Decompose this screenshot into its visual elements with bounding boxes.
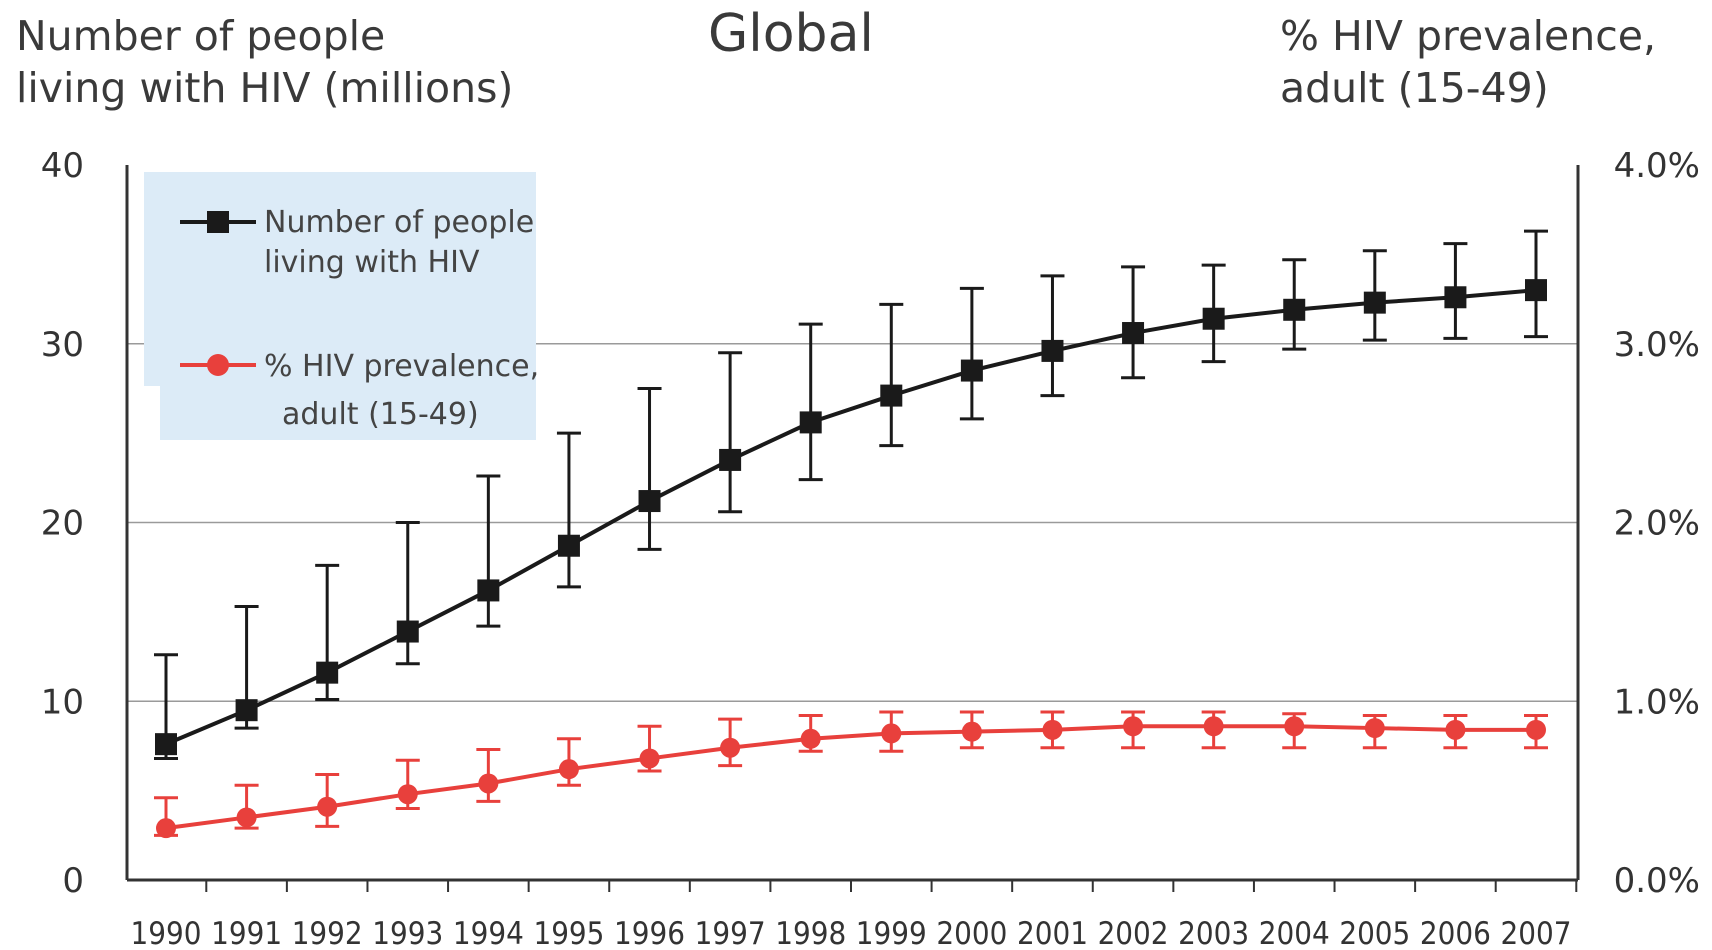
series-line bbox=[165, 288, 1537, 746]
series-hiv-prevalence bbox=[154, 710, 1548, 839]
data-point-square bbox=[1283, 298, 1306, 321]
legend-number-label-line2: living with HIV bbox=[264, 245, 480, 280]
x-tick-label: 1991 bbox=[211, 916, 282, 950]
right-tick-label: 3.0% bbox=[1614, 325, 1700, 365]
axes bbox=[125, 165, 1580, 892]
series-layer bbox=[154, 229, 1548, 839]
data-point-circle bbox=[881, 723, 902, 744]
x-tick-label: 1999 bbox=[856, 916, 927, 950]
data-point-square bbox=[638, 490, 661, 513]
data-point-square bbox=[235, 699, 258, 722]
left-tick-label: 40 bbox=[41, 146, 84, 186]
x-tick-label: 2000 bbox=[936, 916, 1007, 950]
legend: Number of people living with HIV % HIV p… bbox=[144, 172, 539, 440]
series-number-living-with-hiv bbox=[154, 229, 1548, 760]
legend-square-marker-icon bbox=[207, 211, 229, 233]
data-point-circle bbox=[1364, 718, 1385, 739]
right-tick-label: 1.0% bbox=[1614, 682, 1700, 722]
data-point-circle bbox=[720, 737, 741, 758]
data-point-square bbox=[557, 534, 580, 557]
right-tick-labels: 0.0% 1.0% 2.0% 3.0% 4.0% bbox=[1614, 146, 1700, 901]
legend-prevalence-label-line2: adult (15-49) bbox=[282, 397, 479, 432]
data-point-square bbox=[1444, 286, 1467, 309]
data-point-circle bbox=[1445, 719, 1466, 740]
data-point-square bbox=[1363, 291, 1386, 314]
series-line bbox=[165, 724, 1536, 831]
data-point-square bbox=[477, 579, 500, 602]
legend-prevalence-label-line1: % HIV prevalence, bbox=[264, 349, 539, 384]
left-tick-label: 10 bbox=[41, 682, 84, 722]
data-point-square bbox=[1525, 279, 1547, 302]
x-tick-label: 1994 bbox=[453, 916, 524, 950]
right-tick-label: 4.0% bbox=[1614, 146, 1700, 186]
x-tick-label: 1995 bbox=[533, 916, 604, 950]
left-tick-labels: 0 10 20 30 40 bbox=[41, 146, 84, 901]
data-point-circle bbox=[236, 807, 257, 828]
x-tick-label: 2001 bbox=[1017, 916, 1088, 950]
left-tick-label: 0 bbox=[62, 861, 84, 901]
right-tick-label: 2.0% bbox=[1614, 504, 1700, 544]
x-tick-label: 2004 bbox=[1259, 916, 1330, 950]
x-tick-labels: 1990 1991 1992 1993 1994 1995 1996 1997 1998 1999… bbox=[131, 916, 1572, 950]
data-point-square bbox=[1122, 322, 1145, 345]
left-axis-title-line1: Number of people bbox=[16, 12, 386, 60]
data-point-circle bbox=[1123, 716, 1144, 737]
legend-circle-marker-icon bbox=[207, 354, 229, 376]
x-tick-label: 1990 bbox=[131, 916, 202, 950]
data-point-square bbox=[719, 448, 742, 471]
data-point-circle bbox=[1042, 719, 1063, 740]
left-axis-title: Number of people living with HIV (millio… bbox=[16, 10, 513, 114]
data-point-circle bbox=[961, 721, 982, 742]
data-point-square bbox=[1202, 307, 1225, 330]
data-point-square bbox=[316, 661, 339, 684]
data-point-square bbox=[155, 733, 177, 756]
left-axis-title-line2: living with HIV (millions) bbox=[16, 64, 514, 112]
x-tick-label: 2002 bbox=[1098, 916, 1169, 950]
data-point-circle bbox=[1526, 719, 1546, 740]
data-point-square bbox=[880, 384, 903, 407]
legend-number-label-line1: Number of people bbox=[264, 205, 534, 240]
data-point-circle bbox=[317, 796, 338, 817]
legend-prevalence-key bbox=[180, 354, 256, 376]
x-tick-label: 2005 bbox=[1339, 916, 1410, 950]
x-tick-label: 2007 bbox=[1501, 916, 1572, 950]
data-point-circle bbox=[800, 728, 821, 749]
x-tick-label: 1993 bbox=[372, 916, 443, 950]
right-axis-title-line2: adult (15-49) bbox=[1280, 64, 1549, 112]
right-axis-title: % HIV prevalence, adult (15-49) bbox=[1280, 10, 1656, 114]
left-tick-label: 30 bbox=[41, 325, 84, 365]
left-tick-label: 20 bbox=[41, 504, 84, 544]
x-tick-label: 1998 bbox=[775, 916, 846, 950]
right-axis-title-line1: % HIV prevalence, bbox=[1280, 12, 1656, 60]
data-point-circle bbox=[1284, 716, 1305, 737]
data-point-circle bbox=[397, 784, 418, 805]
data-point-square bbox=[1041, 339, 1064, 362]
data-point-circle bbox=[558, 759, 579, 780]
data-point-circle bbox=[1203, 716, 1224, 737]
data-point-circle bbox=[156, 818, 176, 839]
legend-number-key bbox=[180, 211, 256, 233]
legend-background-top bbox=[144, 172, 536, 386]
chart-title: Global bbox=[708, 4, 874, 64]
x-tick-label: 1996 bbox=[614, 916, 685, 950]
x-tick-label: 1992 bbox=[292, 916, 363, 950]
legend-background-bottom bbox=[160, 386, 536, 440]
right-tick-label: 0.0% bbox=[1614, 861, 1700, 901]
data-point-square bbox=[396, 620, 419, 643]
data-point-circle bbox=[639, 748, 660, 769]
x-tick-label: 2006 bbox=[1420, 916, 1491, 950]
data-point-circle bbox=[478, 773, 499, 794]
x-tick-label: 2003 bbox=[1178, 916, 1249, 950]
x-tick-label: 1997 bbox=[695, 916, 766, 950]
data-point-square bbox=[799, 411, 822, 434]
data-point-square bbox=[960, 359, 983, 382]
